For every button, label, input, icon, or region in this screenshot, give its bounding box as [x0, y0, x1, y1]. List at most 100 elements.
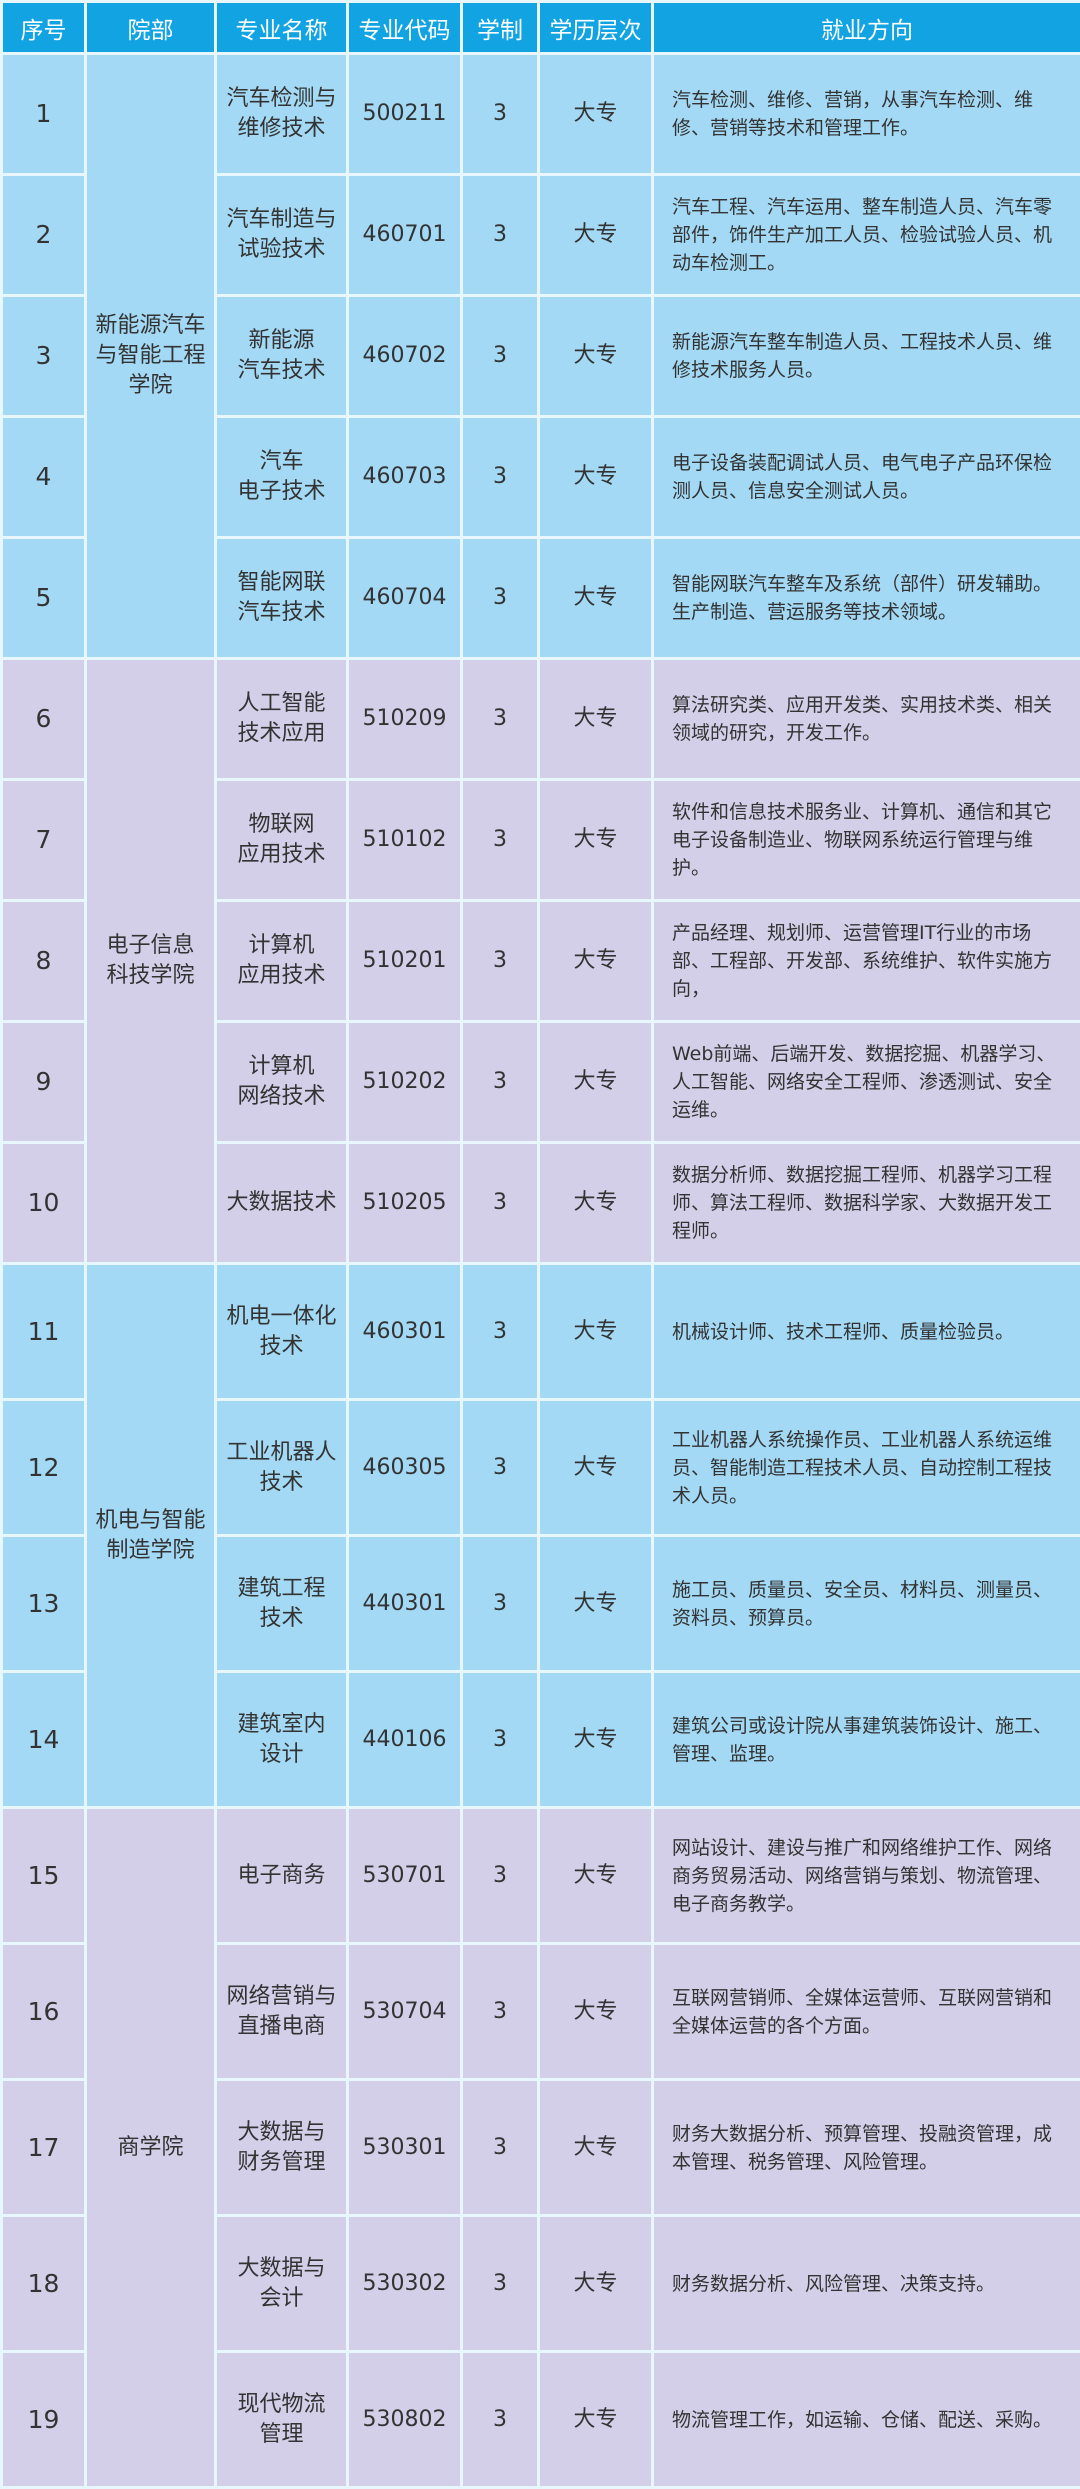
major-name: 汽车检测与 维修技术 — [216, 54, 348, 175]
education-level: 大专 — [539, 417, 653, 538]
employment-direction: 数据分析师、数据挖掘工程师、机器学习工程师、算法工程师、数据科学家、大数据开发工… — [653, 1143, 1080, 1264]
row-number: 6 — [2, 659, 86, 780]
employment-direction: 建筑公司或设计院从事建筑装饰设计、施工、管理、监理。 — [653, 1672, 1080, 1808]
row-number: 16 — [2, 1944, 86, 2080]
row-number: 9 — [2, 1022, 86, 1143]
employment-direction: 财务数据分析、风险管理、决策支持。 — [653, 2216, 1080, 2352]
header-no: 序号 — [2, 2, 86, 54]
education-level: 大专 — [539, 1944, 653, 2080]
education-level: 大专 — [539, 1672, 653, 1808]
employment-direction: 算法研究类、应用开发类、实用技术类、相关领域的研究，开发工作。 — [653, 659, 1080, 780]
header-major: 专业名称 — [216, 2, 348, 54]
department-cell: 商学院 — [86, 1808, 216, 2488]
major-code: 460703 — [348, 417, 462, 538]
header-department: 院部 — [86, 2, 216, 54]
major-name: 建筑工程 技术 — [216, 1536, 348, 1672]
employment-direction: 施工员、质量员、安全员、材料员、测量员、资料员、预算员。 — [653, 1536, 1080, 1672]
study-years: 3 — [462, 780, 539, 901]
row-number: 2 — [2, 175, 86, 296]
row-number: 4 — [2, 417, 86, 538]
study-years: 3 — [462, 1944, 539, 2080]
study-years: 3 — [462, 1536, 539, 1672]
education-level: 大专 — [539, 780, 653, 901]
header-code: 专业代码 — [348, 2, 462, 54]
study-years: 3 — [462, 659, 539, 780]
row-number: 14 — [2, 1672, 86, 1808]
study-years: 3 — [462, 1143, 539, 1264]
education-level: 大专 — [539, 2352, 653, 2488]
study-years: 3 — [462, 2080, 539, 2216]
study-years: 3 — [462, 54, 539, 175]
major-code: 530701 — [348, 1808, 462, 1944]
major-name: 计算机 应用技术 — [216, 901, 348, 1022]
major-code: 510202 — [348, 1022, 462, 1143]
major-code: 460701 — [348, 175, 462, 296]
employment-direction: 互联网营销师、全媒体运营师、互联网营销和全媒体运营的各个方面。 — [653, 1944, 1080, 2080]
study-years: 3 — [462, 538, 539, 659]
study-years: 3 — [462, 1022, 539, 1143]
header-level: 学历层次 — [539, 2, 653, 54]
major-name: 大数据技术 — [216, 1143, 348, 1264]
major-name: 建筑室内 设计 — [216, 1672, 348, 1808]
major-code: 460702 — [348, 296, 462, 417]
education-level: 大专 — [539, 296, 653, 417]
header-row: 序号 院部 专业名称 专业代码 学制 学历层次 就业方向 — [2, 2, 1080, 54]
major-code: 510205 — [348, 1143, 462, 1264]
major-name: 网络营销与 直播电商 — [216, 1944, 348, 2080]
study-years: 3 — [462, 175, 539, 296]
study-years: 3 — [462, 1672, 539, 1808]
education-level: 大专 — [539, 538, 653, 659]
row-number: 11 — [2, 1264, 86, 1400]
study-years: 3 — [462, 901, 539, 1022]
major-code: 440106 — [348, 1672, 462, 1808]
study-years: 3 — [462, 2216, 539, 2352]
major-name: 现代物流 管理 — [216, 2352, 348, 2488]
study-years: 3 — [462, 1264, 539, 1400]
study-years: 3 — [462, 1400, 539, 1536]
major-name: 电子商务 — [216, 1808, 348, 1944]
major-name: 计算机 网络技术 — [216, 1022, 348, 1143]
major-code: 460704 — [348, 538, 462, 659]
row-number: 13 — [2, 1536, 86, 1672]
education-level: 大专 — [539, 2080, 653, 2216]
header-jobs: 就业方向 — [653, 2, 1080, 54]
major-code: 510209 — [348, 659, 462, 780]
row-number: 10 — [2, 1143, 86, 1264]
education-level: 大专 — [539, 901, 653, 1022]
row-number: 1 — [2, 54, 86, 175]
education-level: 大专 — [539, 54, 653, 175]
major-name: 汽车 电子技术 — [216, 417, 348, 538]
department-cell: 新能源汽车 与智能工程 学院 — [86, 54, 216, 659]
education-level: 大专 — [539, 1808, 653, 1944]
employment-direction: 汽车检测、维修、营销，从事汽车检测、维修、营销等技术和管理工作。 — [653, 54, 1080, 175]
major-code: 500211 — [348, 54, 462, 175]
row-number: 19 — [2, 2352, 86, 2488]
education-level: 大专 — [539, 2216, 653, 2352]
major-code: 530301 — [348, 2080, 462, 2216]
major-name: 机电一体化 技术 — [216, 1264, 348, 1400]
employment-direction: 智能网联汽车整车及系统（部件）研发辅助。生产制造、营运服务等技术领域。 — [653, 538, 1080, 659]
department-cell: 电子信息 科技学院 — [86, 659, 216, 1264]
employment-direction: 电子设备装配调试人员、电气电子产品环保检测人员、信息安全测试人员。 — [653, 417, 1080, 538]
education-level: 大专 — [539, 175, 653, 296]
major-code: 530704 — [348, 1944, 462, 2080]
major-name: 工业机器人 技术 — [216, 1400, 348, 1536]
study-years: 3 — [462, 417, 539, 538]
major-name: 物联网 应用技术 — [216, 780, 348, 901]
employment-direction: 汽车工程、汽车运用、整车制造人员、汽车零部件，饰件生产加工人员、检验试验人员、机… — [653, 175, 1080, 296]
education-level: 大专 — [539, 1536, 653, 1672]
major-code: 510201 — [348, 901, 462, 1022]
major-name: 新能源 汽车技术 — [216, 296, 348, 417]
employment-direction: 财务大数据分析、预算管理、投融资管理，成本管理、税务管理、风险管理。 — [653, 2080, 1080, 2216]
education-level: 大专 — [539, 1022, 653, 1143]
education-level: 大专 — [539, 1143, 653, 1264]
department-cell: 机电与智能 制造学院 — [86, 1264, 216, 1808]
major-name: 大数据与 会计 — [216, 2216, 348, 2352]
major-code: 510102 — [348, 780, 462, 901]
employment-direction: 网站设计、建设与推广和网络维护工作、网络商务贸易活动、网络营销与策划、物流管理、… — [653, 1808, 1080, 1944]
row-number: 3 — [2, 296, 86, 417]
